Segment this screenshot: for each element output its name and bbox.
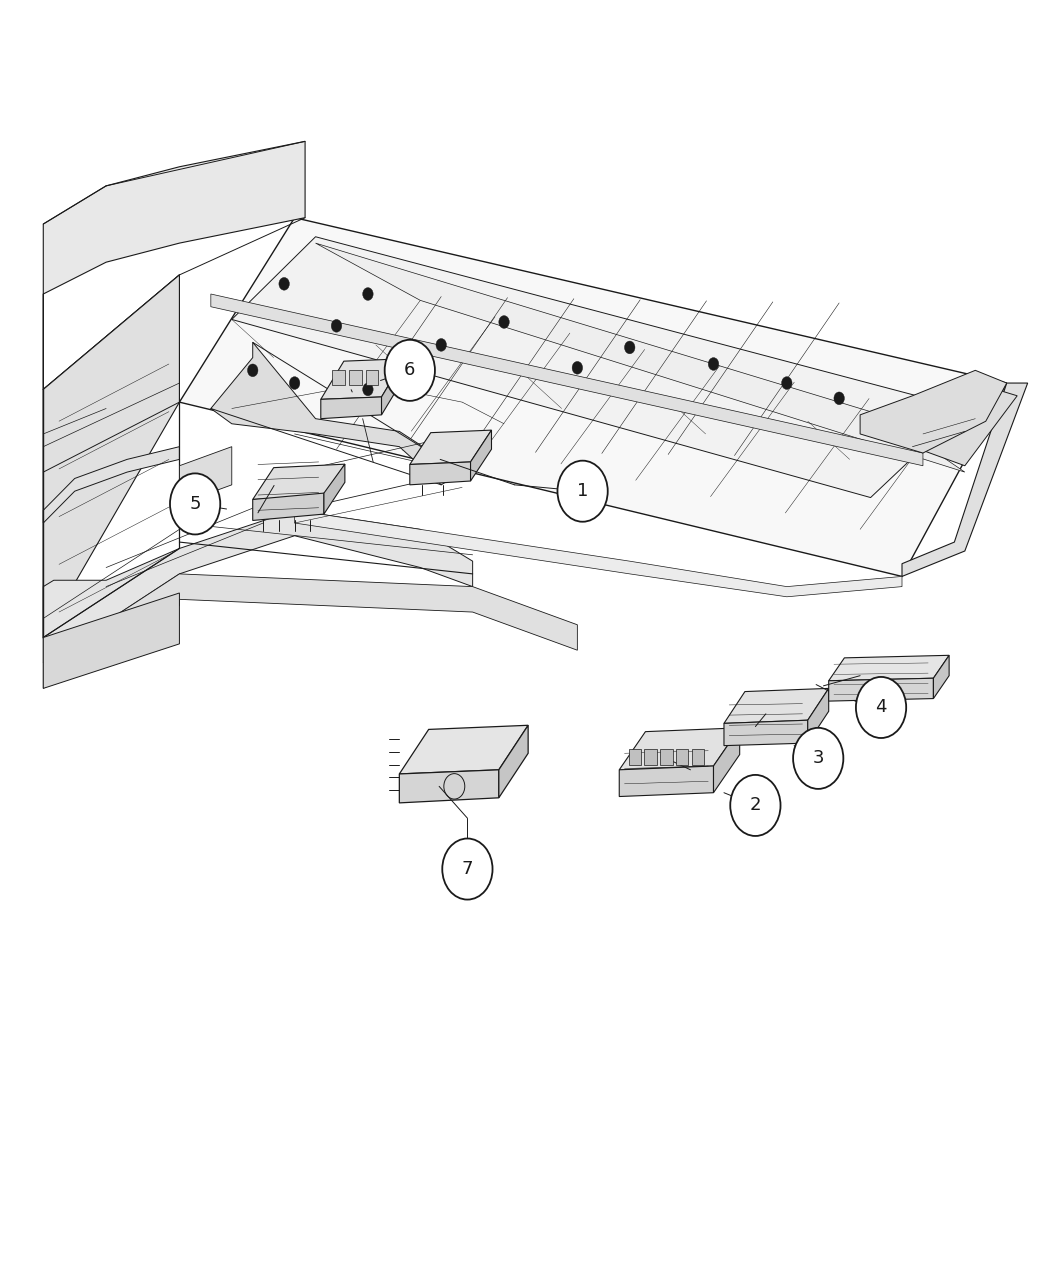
- Polygon shape: [43, 275, 180, 638]
- Polygon shape: [43, 446, 180, 523]
- Circle shape: [436, 339, 446, 351]
- Text: 6: 6: [404, 361, 416, 380]
- Circle shape: [442, 839, 492, 900]
- Polygon shape: [43, 593, 180, 688]
- Polygon shape: [43, 548, 180, 638]
- Circle shape: [499, 316, 509, 329]
- Polygon shape: [43, 510, 473, 663]
- Polygon shape: [232, 237, 965, 497]
- FancyBboxPatch shape: [629, 750, 642, 765]
- FancyBboxPatch shape: [692, 750, 705, 765]
- FancyBboxPatch shape: [349, 370, 361, 385]
- Circle shape: [834, 391, 844, 404]
- FancyBboxPatch shape: [332, 370, 344, 385]
- FancyBboxPatch shape: [365, 370, 378, 385]
- Circle shape: [290, 376, 300, 389]
- Circle shape: [362, 288, 373, 301]
- Polygon shape: [714, 728, 739, 793]
- Polygon shape: [180, 446, 232, 504]
- Polygon shape: [410, 462, 470, 485]
- Polygon shape: [321, 397, 381, 418]
- Polygon shape: [912, 382, 1017, 465]
- Polygon shape: [43, 574, 578, 688]
- Polygon shape: [723, 720, 807, 746]
- Circle shape: [384, 340, 435, 400]
- FancyBboxPatch shape: [645, 750, 657, 765]
- FancyBboxPatch shape: [660, 750, 673, 765]
- Polygon shape: [499, 725, 528, 798]
- Polygon shape: [321, 358, 404, 399]
- Polygon shape: [399, 770, 499, 803]
- Polygon shape: [43, 142, 306, 389]
- Text: 2: 2: [750, 797, 761, 815]
- Circle shape: [248, 363, 258, 376]
- Circle shape: [793, 728, 843, 789]
- Circle shape: [558, 460, 608, 521]
- Polygon shape: [43, 275, 180, 638]
- Circle shape: [730, 775, 780, 836]
- Circle shape: [781, 376, 792, 389]
- Circle shape: [709, 357, 719, 370]
- Polygon shape: [316, 244, 965, 472]
- Polygon shape: [470, 430, 491, 481]
- Polygon shape: [410, 430, 491, 464]
- Polygon shape: [381, 358, 404, 414]
- Circle shape: [625, 342, 635, 353]
- Polygon shape: [933, 655, 949, 699]
- Circle shape: [362, 382, 373, 395]
- Circle shape: [170, 473, 220, 534]
- Text: 3: 3: [813, 750, 824, 768]
- Polygon shape: [399, 725, 528, 774]
- Polygon shape: [723, 688, 828, 723]
- Polygon shape: [828, 655, 949, 681]
- Polygon shape: [295, 510, 902, 597]
- Text: 1: 1: [576, 482, 588, 500]
- Circle shape: [279, 278, 290, 291]
- Polygon shape: [211, 295, 923, 465]
- Text: 4: 4: [876, 699, 887, 717]
- Circle shape: [856, 677, 906, 738]
- Polygon shape: [860, 370, 1007, 453]
- FancyBboxPatch shape: [676, 750, 689, 765]
- Polygon shape: [180, 218, 1007, 576]
- Polygon shape: [902, 382, 1028, 576]
- Text: 7: 7: [462, 861, 474, 878]
- Polygon shape: [620, 728, 739, 770]
- Polygon shape: [253, 464, 344, 500]
- Polygon shape: [324, 464, 344, 514]
- Circle shape: [331, 320, 341, 333]
- Polygon shape: [807, 688, 828, 743]
- Polygon shape: [253, 493, 324, 520]
- Text: 5: 5: [189, 495, 201, 513]
- Polygon shape: [828, 678, 933, 701]
- Circle shape: [572, 361, 583, 374]
- Polygon shape: [211, 343, 462, 484]
- Polygon shape: [620, 766, 714, 797]
